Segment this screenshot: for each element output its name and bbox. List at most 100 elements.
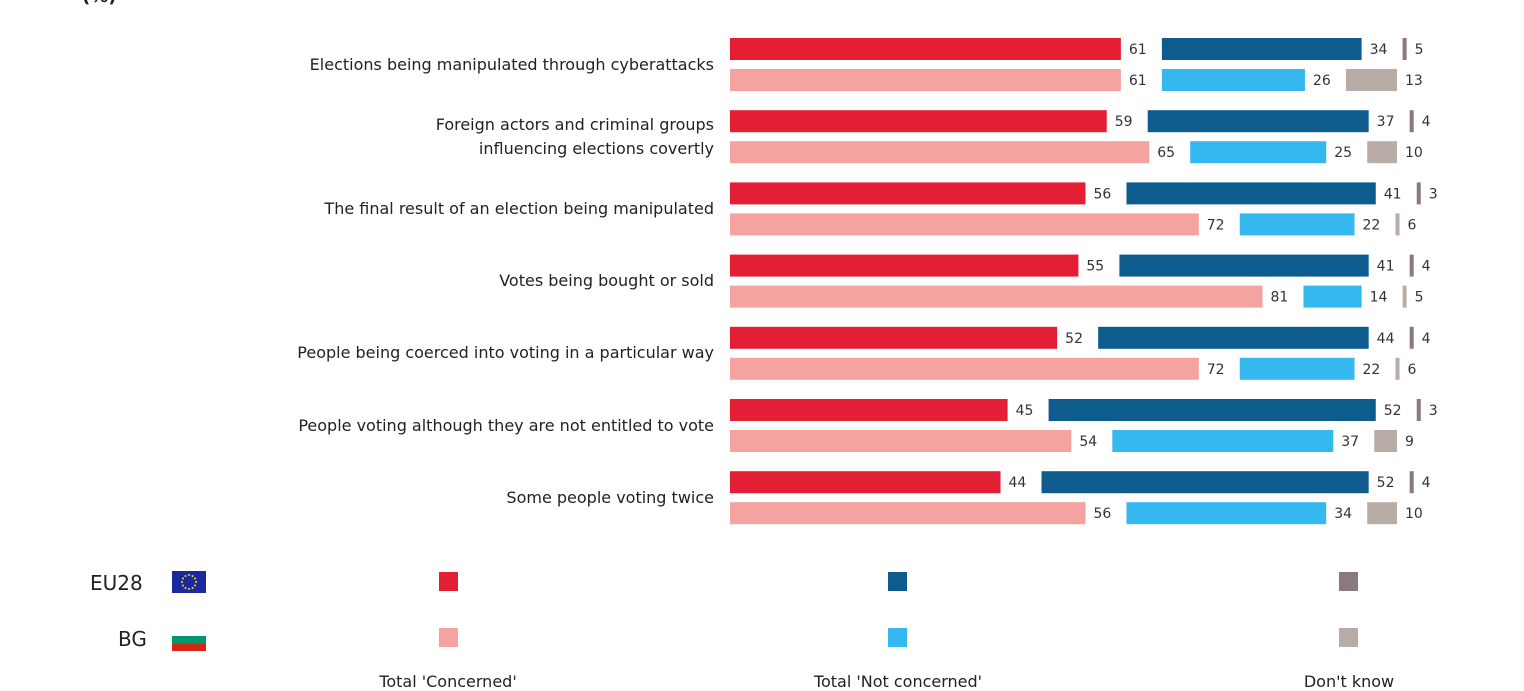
value-label: 44 bbox=[1377, 331, 1395, 347]
value-label: 52 bbox=[1377, 475, 1395, 491]
bar-eu28-concerned bbox=[730, 110, 1107, 133]
bar-bg-not-concerned bbox=[1303, 285, 1362, 308]
category-label: Some people voting twice bbox=[506, 487, 714, 507]
bar-eu28-dont-know bbox=[1409, 471, 1414, 494]
value-label: 52 bbox=[1065, 331, 1083, 347]
legend-row-bg: BG bbox=[118, 627, 147, 651]
value-label: 10 bbox=[1405, 145, 1423, 161]
legend-swatch-bg-dont-know bbox=[1339, 628, 1358, 647]
bar-bg-not-concerned bbox=[1126, 502, 1327, 525]
bar-bg-not-concerned bbox=[1239, 357, 1355, 380]
value-label: 59 bbox=[1115, 114, 1133, 130]
value-label: 41 bbox=[1384, 186, 1402, 202]
value-label: 34 bbox=[1370, 42, 1388, 58]
bar-bg-dont-know bbox=[1345, 69, 1397, 91]
category-label: People voting although they are not enti… bbox=[298, 415, 714, 435]
bulgaria-flag-icon bbox=[172, 629, 206, 651]
bar-bg-not-concerned bbox=[1190, 141, 1327, 164]
bar-bg-concerned bbox=[730, 357, 1199, 380]
bar-bg-concerned bbox=[730, 285, 1263, 308]
legend-label-not-concerned: Total 'Not concerned' bbox=[813, 672, 983, 691]
bar-bg-concerned bbox=[730, 213, 1199, 236]
bar-eu28-not-concerned bbox=[1161, 38, 1362, 60]
category-label: The final result of an election being ma… bbox=[324, 198, 714, 218]
value-label: 22 bbox=[1363, 217, 1381, 233]
value-label: 54 bbox=[1079, 434, 1097, 450]
bar-eu28-concerned bbox=[730, 399, 1008, 421]
category-label: Foreign actors and criminal groups influ… bbox=[435, 114, 714, 158]
value-label: 4 bbox=[1422, 259, 1431, 275]
bar-eu28-dont-know bbox=[1409, 110, 1414, 133]
legend-row-eu28: EU28 bbox=[90, 571, 143, 595]
bar-eu28-concerned bbox=[730, 182, 1086, 205]
value-label: 34 bbox=[1334, 506, 1352, 522]
legend-label-dont-know: Don't know bbox=[1303, 672, 1395, 691]
value-label: 37 bbox=[1377, 114, 1395, 130]
legend-swatch-eu-concerned bbox=[439, 572, 458, 591]
value-label: 9 bbox=[1405, 434, 1414, 450]
bar-eu28-not-concerned bbox=[1126, 182, 1376, 205]
value-label: 81 bbox=[1270, 290, 1288, 306]
value-label: 26 bbox=[1313, 73, 1331, 89]
category-label: People being coerced into voting in a pa… bbox=[297, 343, 714, 363]
value-label: 37 bbox=[1341, 434, 1359, 450]
value-label: 41 bbox=[1377, 259, 1395, 275]
value-label: 4 bbox=[1422, 475, 1431, 491]
legend-swatch-bg-not-concerned bbox=[888, 628, 907, 647]
value-label: 45 bbox=[1016, 403, 1034, 419]
value-label: 56 bbox=[1093, 506, 1111, 522]
category-label: Votes being bought or sold bbox=[499, 271, 714, 291]
value-label: 4 bbox=[1422, 331, 1431, 347]
bar-eu28-concerned bbox=[730, 326, 1058, 349]
bar-bg-dont-know bbox=[1367, 141, 1397, 164]
bar-bg-not-concerned bbox=[1112, 430, 1334, 452]
bar-eu28-concerned bbox=[730, 471, 1001, 494]
value-label: 22 bbox=[1363, 362, 1381, 378]
value-label: 5 bbox=[1415, 42, 1424, 58]
value-label: 52 bbox=[1384, 403, 1402, 419]
bar-bg-dont-know bbox=[1374, 430, 1397, 452]
eu-flag-icon bbox=[172, 571, 206, 593]
category-label: Elections being manipulated through cybe… bbox=[309, 54, 714, 74]
bar-eu28-not-concerned bbox=[1048, 399, 1376, 421]
bar-eu28-not-concerned bbox=[1147, 110, 1369, 133]
bar-eu28-not-concerned bbox=[1041, 471, 1369, 494]
value-label: 3 bbox=[1429, 186, 1438, 202]
value-label: 61 bbox=[1129, 73, 1147, 89]
value-label: 6 bbox=[1408, 217, 1417, 233]
header-fragment: (%) bbox=[82, 0, 117, 7]
value-label: 5 bbox=[1415, 290, 1424, 306]
value-label: 14 bbox=[1370, 290, 1388, 306]
value-label: 55 bbox=[1086, 259, 1104, 275]
value-label: 25 bbox=[1334, 145, 1352, 161]
value-label: 13 bbox=[1405, 73, 1423, 89]
bar-bg-concerned bbox=[730, 430, 1072, 452]
value-label: 44 bbox=[1009, 475, 1027, 491]
bar-bg-concerned bbox=[730, 141, 1150, 164]
bar-bg-dont-know bbox=[1402, 285, 1407, 308]
bar-eu28-not-concerned bbox=[1098, 326, 1369, 349]
value-label: 61 bbox=[1129, 42, 1147, 58]
bar-bg-dont-know bbox=[1367, 502, 1397, 525]
legend-label-concerned: Total 'Concerned' bbox=[379, 672, 517, 691]
bar-eu28-dont-know bbox=[1409, 326, 1414, 349]
bar-eu28-dont-know bbox=[1402, 38, 1407, 60]
value-label: 72 bbox=[1207, 217, 1225, 233]
bar-eu28-concerned bbox=[730, 254, 1079, 277]
legend-swatch-eu-dont-know bbox=[1339, 572, 1358, 591]
value-label: 72 bbox=[1207, 362, 1225, 378]
bar-eu28-not-concerned bbox=[1119, 254, 1369, 277]
bar-eu28-dont-know bbox=[1416, 399, 1421, 421]
legend-swatch-bg-concerned bbox=[439, 628, 458, 647]
bar-eu28-dont-know bbox=[1409, 254, 1414, 277]
value-label: 10 bbox=[1405, 506, 1423, 522]
bar-bg-not-concerned bbox=[1239, 213, 1355, 236]
bar-bg-concerned bbox=[730, 502, 1086, 525]
bar-bg-dont-know bbox=[1395, 213, 1400, 236]
bar-bg-concerned bbox=[730, 69, 1121, 91]
bar-bg-not-concerned bbox=[1161, 69, 1305, 91]
value-label: 6 bbox=[1408, 362, 1417, 378]
value-label: 4 bbox=[1422, 114, 1431, 130]
value-label: 65 bbox=[1157, 145, 1175, 161]
